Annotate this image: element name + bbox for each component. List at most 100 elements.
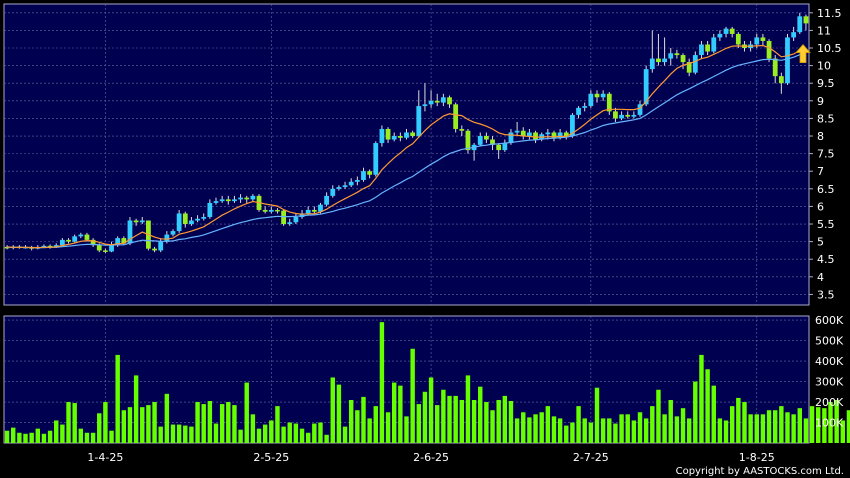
candle-up <box>785 37 790 84</box>
volume-bar <box>766 410 772 443</box>
volume-bar <box>779 406 784 443</box>
volume-bars <box>4 322 850 443</box>
volume-bar <box>588 422 594 443</box>
price-tick-label: 7.5 <box>817 148 835 161</box>
candle-down <box>606 93 612 112</box>
volume-bar <box>736 397 741 443</box>
candle-down <box>490 139 495 145</box>
volume-bar <box>219 404 225 443</box>
candle-up <box>662 58 667 63</box>
candle-up <box>232 199 237 202</box>
candle-down <box>90 239 96 246</box>
latest-price-arrow-icon <box>795 43 811 63</box>
volume-bar <box>459 399 465 443</box>
price-tick-label: 9 <box>817 95 824 108</box>
volume-bar <box>760 414 766 443</box>
candle-up <box>692 55 698 73</box>
volume-bar <box>201 404 206 443</box>
candle-down <box>447 97 452 105</box>
volume-tick-label: 200K <box>815 396 844 409</box>
volume-bar <box>772 410 778 443</box>
volume-bar <box>66 402 71 443</box>
candle-up <box>637 104 643 115</box>
volume-bar <box>471 399 477 443</box>
volume-bar <box>797 408 802 443</box>
volume-bar <box>564 425 569 443</box>
candle-up <box>668 53 674 59</box>
volume-bar <box>47 430 53 443</box>
price-tick-label: 7 <box>817 165 824 178</box>
volume-bar <box>447 395 452 443</box>
volume-bar <box>643 418 649 443</box>
candle-up <box>576 107 581 115</box>
volume-bar <box>29 432 34 443</box>
volume-bar <box>410 348 415 443</box>
date-tick-label: 2-5-25 <box>253 451 289 464</box>
price-candles <box>4 12 809 253</box>
candle-down <box>225 199 231 202</box>
volume-tick-label: 100K <box>815 417 844 430</box>
volume-bar <box>146 405 151 443</box>
volume-bar <box>262 424 268 443</box>
candle-up <box>170 231 176 235</box>
date-tick-label: 2-6-25 <box>413 451 449 464</box>
volume-bar <box>453 395 458 443</box>
candle-up <box>545 132 551 135</box>
candle-down <box>275 209 280 212</box>
volume-bar <box>803 418 809 443</box>
volume-bar <box>324 434 329 443</box>
volume-bar <box>78 428 84 443</box>
candle-up <box>582 106 588 108</box>
volume-bar <box>607 418 612 443</box>
candle-up <box>238 197 243 200</box>
candle-up <box>797 16 803 33</box>
candle-up <box>699 44 704 56</box>
volume-bar <box>84 432 90 443</box>
volume-tick-label: 300K <box>815 376 844 389</box>
volume-bar <box>637 412 643 443</box>
candle-down <box>656 58 661 63</box>
ma-short-line <box>7 44 807 249</box>
candle-up <box>195 218 200 221</box>
candle-up <box>324 195 330 205</box>
volume-bar <box>232 405 237 443</box>
volume-bar <box>668 399 673 443</box>
volume-bar <box>705 369 710 443</box>
volume-bar <box>846 410 850 443</box>
volume-bar <box>508 401 514 443</box>
candle-up <box>293 216 299 223</box>
volume-bar <box>828 402 833 443</box>
volume-bar <box>435 405 440 443</box>
candle-up <box>643 69 649 105</box>
candle-up <box>342 185 348 188</box>
volume-bar <box>23 433 28 443</box>
candle-up <box>502 143 508 151</box>
candle-up <box>201 216 207 219</box>
volume-bar <box>41 433 47 443</box>
volume-bar <box>619 414 624 443</box>
candle-up <box>41 245 47 248</box>
candle-up <box>754 37 760 45</box>
candle-down <box>803 16 809 24</box>
volume-bar <box>250 414 256 443</box>
price-tick-label: 8 <box>817 130 824 143</box>
candle-down <box>410 132 416 137</box>
volume-bar <box>478 386 483 443</box>
candle-down <box>563 132 569 137</box>
volume-bar <box>428 377 434 443</box>
volume-bar <box>521 412 526 443</box>
price-tick-label: 6.5 <box>817 183 835 196</box>
candle-up <box>422 104 428 107</box>
volume-bar <box>195 402 200 443</box>
volume-bar <box>693 381 698 443</box>
volume-bar <box>551 416 557 443</box>
volume-bar <box>379 322 385 443</box>
candle-up <box>428 100 434 105</box>
volume-bar <box>391 382 397 443</box>
candle-up <box>391 136 397 140</box>
candle-down <box>367 171 373 175</box>
volume-bar <box>367 418 372 443</box>
candle-down <box>625 114 631 117</box>
volume-bar <box>514 418 520 443</box>
volume-bar <box>385 412 391 443</box>
